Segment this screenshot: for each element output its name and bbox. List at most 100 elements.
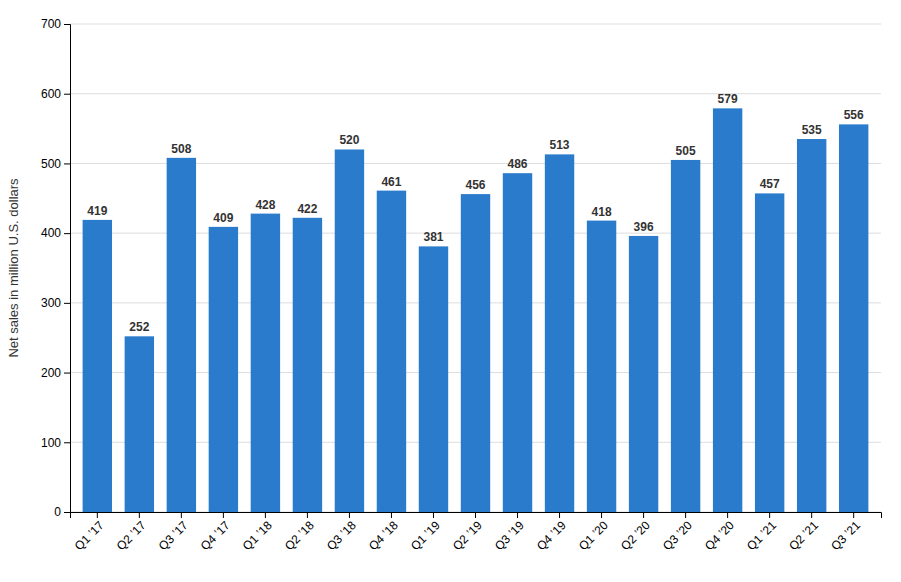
bar [419,246,448,512]
plot-area: 4192525084094284225204613814564865134183… [41,17,882,553]
x-tick: Q3 ’17 [156,512,191,553]
x-tick-mark [433,512,434,518]
y-tick-label: 0 [54,505,61,519]
x-tick: Q2 ’17 [114,512,149,553]
y-tick-label: 600 [41,87,61,101]
x-tick-mark [769,512,770,518]
bar [839,124,868,512]
bar [377,191,406,512]
y-tick: 0 [54,505,70,519]
data-label: 418 [592,205,612,219]
y-tick-label: 200 [41,366,61,380]
y-tick-mark [64,233,70,234]
x-tick-mark [139,512,140,518]
x-tick-mark [685,512,686,518]
x-tick: Q3 ’21 [828,512,863,553]
data-label: 422 [297,202,317,216]
data-label: 419 [87,204,107,218]
x-tick-mark [223,512,224,518]
x-tick: Q1 ’19 [408,512,443,553]
grid-line [70,93,881,94]
data-label: 508 [171,142,191,156]
data-label: 456 [465,178,485,192]
data-labels: 4192525084094284225204613814564865134183… [87,92,864,334]
x-tick-label: Q2 ’20 [618,518,653,553]
bar [503,173,532,512]
y-tick-label: 500 [41,157,61,171]
x-tick-label: Q1 ’20 [576,518,611,553]
x-tick: Q2 ’19 [450,512,485,553]
y-tick: 600 [41,87,70,101]
x-tick-label: Q2 ’19 [450,518,485,553]
x-tick-mark [97,512,98,518]
data-label: 579 [718,92,738,106]
y-tick: 700 [41,17,70,31]
x-tick: Q4 ’17 [198,512,233,553]
x-tick-label: Q3 ’21 [828,518,863,553]
x-tick-label: Q4 ’17 [198,518,233,553]
data-label: 556 [844,108,864,122]
x-tick: Q3 ’18 [324,512,359,553]
x-tick: Q4 ’18 [366,512,401,553]
x-tick-mark [265,512,266,518]
y-tick: 400 [41,226,70,240]
x-tick-mark [307,512,308,518]
x-tick: Q1 ’20 [576,512,611,553]
bar [125,336,154,512]
y-tick: 200 [41,366,70,380]
x-tick-label: Q1 ’21 [744,518,779,553]
data-label: 520 [339,133,359,147]
x-tick-label: Q4 ’18 [366,518,401,553]
data-label: 513 [550,138,570,152]
x-axis: Q1 ’17Q2 ’17Q3 ’17Q4 ’17Q1 ’18Q2 ’18Q3 ’… [71,512,882,553]
y-tick-mark [64,303,70,304]
y-axis: 0 100 200 300 400 500 600 700 [41,17,71,519]
bar [671,160,700,512]
x-tick-mark [811,512,812,518]
x-tick-mark [517,512,518,518]
y-tick-mark [64,94,70,95]
x-tick-label: Q4 ’19 [534,518,569,553]
bar [545,154,574,512]
y-axis-line [64,25,71,513]
x-tick-label: Q2 ’17 [114,518,149,553]
x-tick: Q1 ’17 [72,512,107,553]
x-tick-label: Q3 ’20 [660,518,695,553]
x-tick: Q3 ’20 [660,512,695,553]
x-tick-mark [181,512,182,518]
x-tick: Q3 ’19 [492,512,527,553]
y-tick: 300 [41,296,70,310]
x-tick-label: Q1 ’18 [240,518,275,553]
y-tick-label: 100 [41,436,61,450]
bar [251,214,280,512]
x-tick: Q1 ’18 [240,512,275,553]
data-label: 457 [760,177,780,191]
grid [70,24,881,512]
grid-line [70,24,881,25]
bar [83,220,112,512]
data-label: 428 [255,198,275,212]
data-label: 381 [423,230,443,244]
x-tick: Q2 ’20 [618,512,653,553]
data-label: 505 [676,144,696,158]
x-tick: Q2 ’21 [786,512,821,553]
bar [293,218,322,512]
y-tick-mark [64,373,70,374]
data-label: 396 [634,220,654,234]
x-tick-mark [391,512,392,518]
x-tick-mark [853,512,854,518]
x-tick-label: Q1 ’17 [72,518,107,553]
data-label: 535 [802,123,822,137]
bar [629,236,658,512]
y-tick: 500 [41,157,70,171]
x-tick-label: Q2 ’18 [282,518,317,553]
bar [335,149,364,512]
x-tick-label: Q2 ’21 [786,518,821,553]
x-tick-label: Q3 ’18 [324,518,359,553]
y-tick-mark [64,163,70,164]
x-tick-label: Q1 ’19 [408,518,443,553]
data-label: 409 [213,211,233,225]
y-tick: 100 [41,436,70,450]
x-tick-mark [475,512,476,518]
x-tick: Q1 ’21 [744,512,779,553]
